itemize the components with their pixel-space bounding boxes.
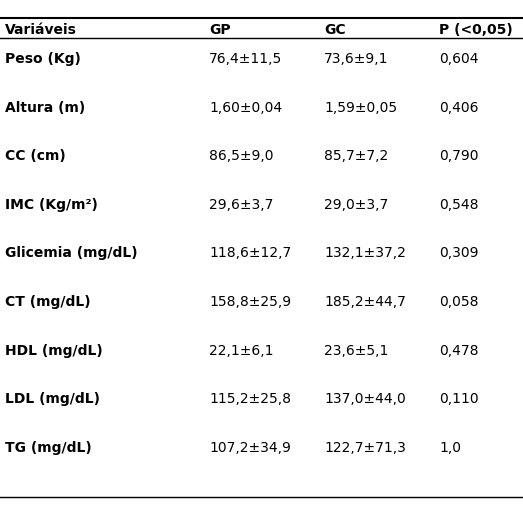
Text: P (<0,05): P (<0,05) [439,23,513,37]
Text: 29,6±3,7: 29,6±3,7 [209,198,274,212]
Text: 85,7±7,2: 85,7±7,2 [324,149,389,163]
Text: 22,1±6,1: 22,1±6,1 [209,344,274,358]
Text: 0,790: 0,790 [439,149,479,163]
Text: 0,604: 0,604 [439,52,479,66]
Text: Altura (m): Altura (m) [5,100,85,115]
Text: 23,6±5,1: 23,6±5,1 [324,344,389,358]
Text: 86,5±9,0: 86,5±9,0 [209,149,274,163]
Text: 0,058: 0,058 [439,295,479,309]
Text: GC: GC [324,23,346,37]
Text: GP: GP [209,23,231,37]
Text: 76,4±11,5: 76,4±11,5 [209,52,282,66]
Text: CC (cm): CC (cm) [5,149,66,163]
Text: IMC (Kg/m²): IMC (Kg/m²) [5,198,98,212]
Text: 132,1±37,2: 132,1±37,2 [324,246,406,261]
Text: 115,2±25,8: 115,2±25,8 [209,392,291,407]
Text: 107,2±34,9: 107,2±34,9 [209,441,291,455]
Text: 118,6±12,7: 118,6±12,7 [209,246,291,261]
Text: Peso (Kg): Peso (Kg) [5,52,81,66]
Text: 0,478: 0,478 [439,344,479,358]
Text: Glicemia (mg/dL): Glicemia (mg/dL) [5,246,138,261]
Text: 137,0±44,0: 137,0±44,0 [324,392,406,407]
Text: 1,59±0,05: 1,59±0,05 [324,100,397,115]
Text: 0,548: 0,548 [439,198,479,212]
Text: HDL (mg/dL): HDL (mg/dL) [5,344,103,358]
Text: 0,110: 0,110 [439,392,479,407]
Text: 1,60±0,04: 1,60±0,04 [209,100,282,115]
Text: 29,0±3,7: 29,0±3,7 [324,198,389,212]
Text: 0,309: 0,309 [439,246,479,261]
Text: Variáveis: Variáveis [5,23,77,37]
Text: TG (mg/dL): TG (mg/dL) [5,441,92,455]
Text: CT (mg/dL): CT (mg/dL) [5,295,91,309]
Text: 122,7±71,3: 122,7±71,3 [324,441,406,455]
Text: 185,2±44,7: 185,2±44,7 [324,295,406,309]
Text: 73,6±9,1: 73,6±9,1 [324,52,389,66]
Text: LDL (mg/dL): LDL (mg/dL) [5,392,100,407]
Text: 1,0: 1,0 [439,441,461,455]
Text: 158,8±25,9: 158,8±25,9 [209,295,291,309]
Text: 0,406: 0,406 [439,100,479,115]
